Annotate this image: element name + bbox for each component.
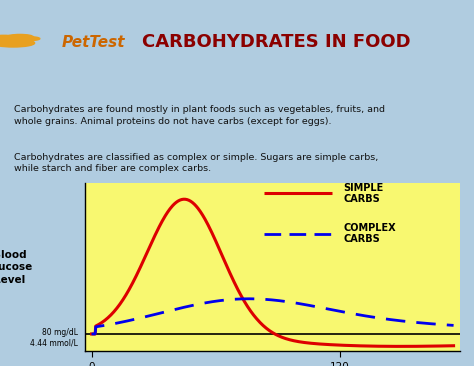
Circle shape	[0, 39, 35, 47]
Text: CARBOHYDRATES IN FOOD: CARBOHYDRATES IN FOOD	[142, 33, 411, 51]
Text: Blood
Glucose
Level: Blood Glucose Level	[0, 250, 33, 285]
Text: Carbohydrates are found mostly in plant foods such as vegetables, fruits, and
wh: Carbohydrates are found mostly in plant …	[14, 105, 385, 126]
Circle shape	[7, 34, 33, 40]
Circle shape	[0, 35, 17, 40]
Circle shape	[19, 37, 40, 41]
Text: Carbohydrates are classified as complex or simple. Sugars are simple carbs,
whil: Carbohydrates are classified as complex …	[14, 153, 378, 173]
Text: SIMPLE
CARBS: SIMPLE CARBS	[344, 183, 384, 204]
Text: 80 mg/dL
4.44 mmol/L: 80 mg/dL 4.44 mmol/L	[30, 328, 78, 347]
Text: PetTest: PetTest	[62, 35, 125, 50]
Text: COMPLEX
CARBS: COMPLEX CARBS	[344, 223, 396, 244]
